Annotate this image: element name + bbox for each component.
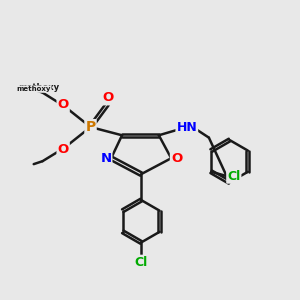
Text: HN: HN	[176, 121, 197, 134]
Text: methoxy: methoxy	[18, 83, 60, 92]
Text: P: P	[85, 120, 96, 134]
Text: Cl: Cl	[227, 170, 240, 183]
Text: methoxy: methoxy	[16, 86, 51, 92]
Text: O: O	[102, 92, 113, 104]
Text: N: N	[100, 152, 111, 165]
Text: O: O	[58, 98, 69, 111]
Text: O: O	[58, 142, 69, 156]
Text: Cl: Cl	[134, 256, 148, 269]
Text: O: O	[171, 152, 182, 165]
